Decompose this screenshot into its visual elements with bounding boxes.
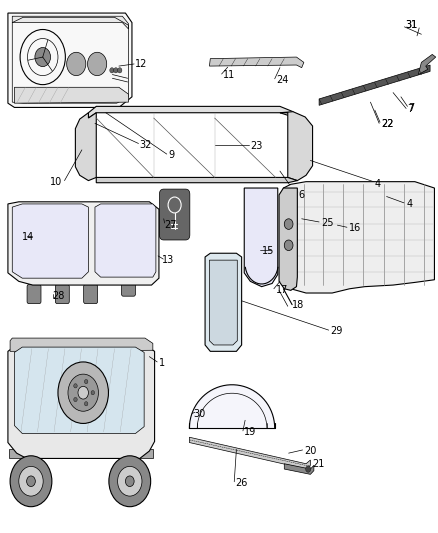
Polygon shape xyxy=(209,260,237,345)
Polygon shape xyxy=(284,464,314,474)
Text: 22: 22 xyxy=(381,119,393,130)
Polygon shape xyxy=(244,188,278,287)
Circle shape xyxy=(117,466,142,496)
Polygon shape xyxy=(12,204,88,278)
FancyBboxPatch shape xyxy=(159,189,190,240)
Circle shape xyxy=(114,68,118,73)
Polygon shape xyxy=(8,345,155,458)
Circle shape xyxy=(67,52,86,76)
Polygon shape xyxy=(14,87,128,103)
Polygon shape xyxy=(418,54,436,75)
Circle shape xyxy=(117,68,122,73)
Text: 4: 4 xyxy=(375,179,381,189)
Circle shape xyxy=(78,386,88,399)
Polygon shape xyxy=(75,113,96,181)
Circle shape xyxy=(85,402,88,406)
Circle shape xyxy=(35,47,50,67)
FancyBboxPatch shape xyxy=(121,277,135,296)
Circle shape xyxy=(306,466,311,472)
Text: 16: 16 xyxy=(349,223,361,233)
Polygon shape xyxy=(279,188,297,290)
Text: 19: 19 xyxy=(244,427,257,437)
Text: 15: 15 xyxy=(261,246,274,256)
Circle shape xyxy=(110,68,114,73)
Text: 25: 25 xyxy=(321,218,334,228)
Polygon shape xyxy=(88,107,293,118)
Text: 9: 9 xyxy=(168,150,174,160)
Polygon shape xyxy=(283,182,434,293)
Text: 10: 10 xyxy=(50,176,62,187)
Text: 31: 31 xyxy=(405,20,417,30)
Polygon shape xyxy=(205,253,242,351)
Text: 22: 22 xyxy=(381,119,393,130)
Text: 30: 30 xyxy=(194,409,206,419)
Polygon shape xyxy=(189,437,311,469)
Circle shape xyxy=(109,456,151,507)
Text: 21: 21 xyxy=(313,459,325,469)
Text: 12: 12 xyxy=(135,59,148,69)
Text: 27: 27 xyxy=(165,220,177,230)
Circle shape xyxy=(284,240,293,251)
Bar xyxy=(138,373,149,400)
Circle shape xyxy=(10,456,52,507)
Text: 18: 18 xyxy=(292,300,304,310)
Text: 24: 24 xyxy=(276,75,289,85)
Bar xyxy=(9,449,153,458)
Text: 11: 11 xyxy=(223,70,236,79)
Text: 26: 26 xyxy=(236,478,248,488)
Circle shape xyxy=(19,466,43,496)
Polygon shape xyxy=(12,16,128,29)
Text: 17: 17 xyxy=(276,285,288,295)
Text: 32: 32 xyxy=(140,140,152,150)
Text: 23: 23 xyxy=(251,141,263,151)
Text: 28: 28 xyxy=(53,291,65,301)
Text: 20: 20 xyxy=(304,446,316,456)
Circle shape xyxy=(74,398,77,402)
Circle shape xyxy=(68,374,99,411)
Polygon shape xyxy=(14,347,144,433)
Text: 14: 14 xyxy=(22,232,35,242)
Polygon shape xyxy=(209,57,304,68)
Circle shape xyxy=(85,379,88,384)
FancyBboxPatch shape xyxy=(84,285,98,304)
FancyBboxPatch shape xyxy=(55,285,69,304)
Circle shape xyxy=(284,219,293,229)
Circle shape xyxy=(74,384,77,388)
Text: 6: 6 xyxy=(298,190,304,200)
Polygon shape xyxy=(8,13,132,108)
Text: 13: 13 xyxy=(162,255,174,264)
Text: 7: 7 xyxy=(407,104,414,114)
Polygon shape xyxy=(280,112,313,181)
Circle shape xyxy=(58,362,109,423)
Polygon shape xyxy=(10,338,153,351)
Text: 4: 4 xyxy=(406,199,412,209)
Text: 1: 1 xyxy=(159,358,165,368)
Polygon shape xyxy=(8,202,159,285)
Polygon shape xyxy=(96,177,297,183)
Polygon shape xyxy=(95,204,156,277)
Polygon shape xyxy=(319,65,430,106)
Circle shape xyxy=(91,391,95,395)
Circle shape xyxy=(125,476,134,487)
Text: 31: 31 xyxy=(405,20,417,30)
Text: 7: 7 xyxy=(408,103,415,114)
Bar xyxy=(66,84,92,102)
Circle shape xyxy=(88,52,107,76)
Circle shape xyxy=(27,476,35,487)
FancyBboxPatch shape xyxy=(27,285,41,304)
Bar xyxy=(66,46,121,82)
Text: 29: 29 xyxy=(330,326,343,336)
